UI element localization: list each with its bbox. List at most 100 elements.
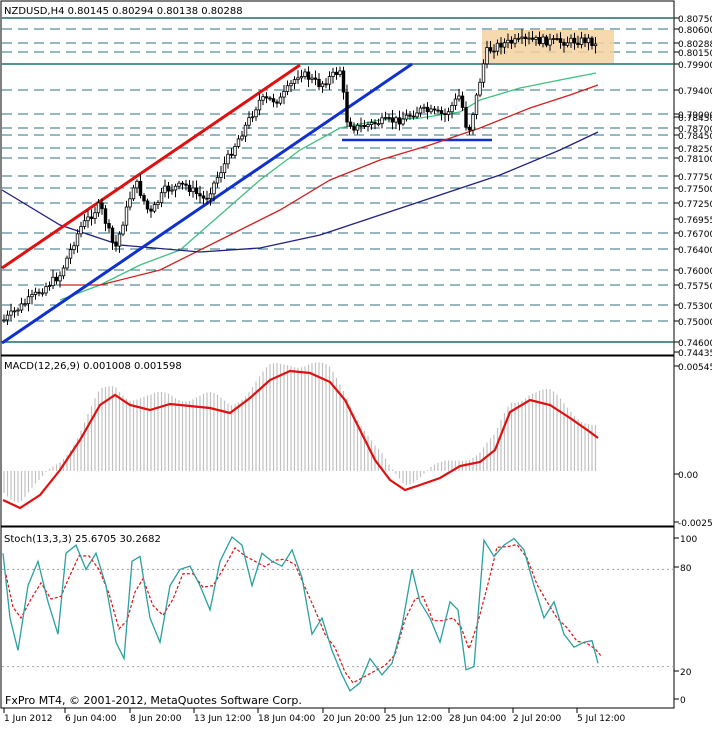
candle-body [191,187,195,193]
candle-body [131,187,136,200]
candle-body [54,276,59,282]
candle-body [520,36,524,39]
macd-header: MACD(12,26,9) 0.001008 0.001598 [4,361,182,372]
candle-body [334,71,339,75]
stoch-scale-label: 20 [680,668,692,678]
candle-body [306,71,311,80]
candle-body [233,146,237,156]
candle-body [467,126,472,131]
candle-body [107,222,111,229]
candle-body [240,135,244,140]
candle-body [460,95,465,108]
candle-body [5,314,10,321]
price-label: 0.75000 [678,318,712,328]
red-channel-line [1,63,301,270]
candle-body [37,291,41,294]
stoch-scale-label: 0 [680,696,686,706]
candle-body [411,115,416,118]
candle-body [156,202,160,205]
candle-body [61,267,66,277]
macd-scale-label: 0.00 [678,471,698,481]
candle-body [394,117,398,123]
time-label: 20 Jun 20:00 [323,714,380,724]
candle-body [432,108,437,111]
candle-body [205,197,209,200]
candle-body [236,138,241,147]
candle-body [23,303,27,306]
support-resistance-lines [2,17,674,343]
candle-body [313,77,318,80]
price-label: 0.80150 [678,49,712,59]
candle-body [471,114,475,131]
candle-body [72,245,76,251]
candle-body [163,185,167,194]
candle-body [530,37,535,40]
macd-panel[interactable] [0,355,675,527]
candle-body [261,96,265,101]
candle-body [229,153,234,156]
candle-body [418,107,423,114]
candle-body [289,82,293,87]
candle-body [103,208,108,224]
candle-body [513,38,517,44]
candle-body [19,303,24,311]
candle-body [173,185,178,191]
candle-body [502,42,507,48]
candle-body [201,195,206,199]
candle-body [159,192,164,204]
price-label: 0.78700 [678,125,712,135]
price-label: 0.78250 [678,145,712,155]
candle-body [177,182,181,187]
candle-body [565,42,570,46]
price-label: 0.74435 [678,349,712,359]
candle-body [474,94,479,115]
price-label: 0.76955 [678,216,712,226]
candle-body [58,275,62,282]
candle-body [481,63,486,83]
price-label: 0.78450 [678,114,712,124]
price-label: 0.76000 [678,267,712,277]
stochastic-panel[interactable] [0,526,675,709]
candle-body [149,208,153,212]
candle-body [30,294,34,298]
candle-body [373,122,377,125]
candle-body [247,117,251,126]
candle-body [576,42,580,45]
medium-moving-average [60,84,599,286]
candle-body [82,220,87,227]
candle-body [425,106,430,113]
candle-body [352,126,356,131]
price-label: 0.79000 [678,111,712,121]
candle-body [166,185,171,192]
candle-body [422,106,426,109]
candle-body [345,91,349,123]
candle-body [292,79,297,84]
candle-body [509,39,514,44]
candle-body [464,107,468,128]
stoch-scale-label: 80 [680,564,692,574]
candle-body [450,104,454,113]
candle-body [33,291,38,295]
candle-body [271,98,276,103]
candle-body [12,310,17,313]
candle-body [89,216,94,219]
symbol-header: NZDUSD,H4 0.80145 0.80294 0.80138 0.8028… [4,6,243,17]
candle-body [212,182,216,195]
time-label: 8 Jun 20:00 [130,714,182,724]
time-label: 1 Jun 2012 [4,714,52,724]
time-axis: 1 Jun 2012 6 Jun 04:00 8 Jun 20:00 13 Jun 1… [3,708,626,724]
candle-body [44,286,48,294]
candle-body [408,114,412,117]
candle-body [492,50,496,53]
candle-body [488,47,493,52]
candle-body [320,83,325,88]
candle-body [383,117,388,119]
candle-body [555,38,559,40]
candle-body [478,81,482,96]
candle-body [194,187,199,195]
candle-body [268,97,272,100]
candle-body [152,204,157,212]
candle-body [208,193,213,200]
